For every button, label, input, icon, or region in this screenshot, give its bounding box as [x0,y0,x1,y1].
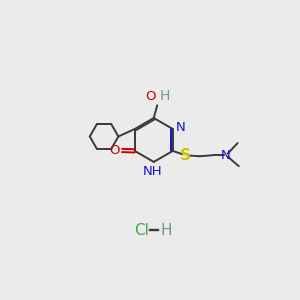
Text: H: H [160,89,170,103]
Text: H: H [161,223,172,238]
Text: NH: NH [143,165,162,178]
Text: S: S [180,148,191,163]
Text: O: O [145,91,155,103]
Text: N: N [176,121,185,134]
Text: Cl: Cl [134,223,149,238]
Text: O: O [109,144,119,157]
Text: N: N [221,148,231,162]
